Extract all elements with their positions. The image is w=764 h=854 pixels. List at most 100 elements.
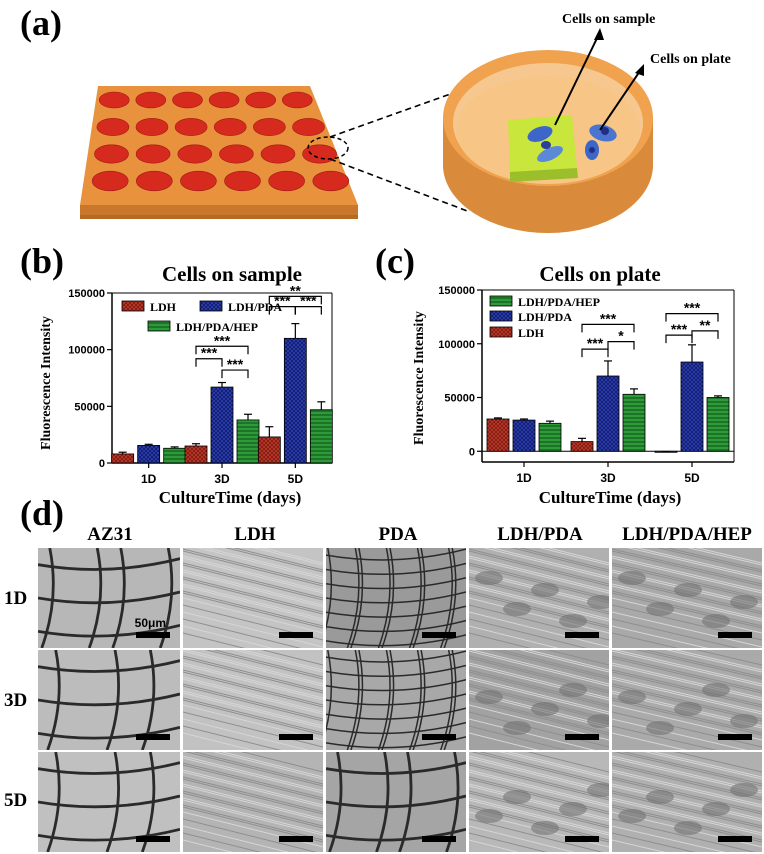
well (174, 118, 208, 136)
significance-label: *** (300, 293, 317, 309)
bar (486, 418, 510, 452)
sem-image-grid: 50μm (38, 548, 762, 854)
significance-label: ** (700, 317, 711, 333)
significance-label: *** (684, 300, 701, 316)
bar (570, 441, 594, 452)
legend-label: LDH/PDA (518, 310, 572, 324)
col-header-pda: PDA (378, 524, 418, 545)
chart-c-xlabel: CultureTime (days) (538, 488, 682, 507)
bar (257, 436, 281, 464)
significance-label: *** (274, 293, 291, 309)
panel-a-label: (a) (20, 3, 62, 43)
panel-c-label: (c) (375, 241, 415, 281)
well (224, 170, 261, 192)
sem-image-ldh-pda-1d (469, 548, 609, 648)
plate-wells (91, 91, 350, 192)
significance-bracket (268, 295, 322, 305)
row-header-1d: 1D (4, 588, 28, 609)
x-tick-label: 1D (141, 472, 157, 486)
plate-front (80, 205, 358, 215)
well (253, 118, 286, 136)
significance-bracket (665, 334, 693, 344)
scale-bar (565, 836, 599, 842)
sem-image-pda-1d (326, 548, 466, 648)
significance-bracket (221, 369, 249, 379)
significance-bracket (195, 358, 223, 367)
bar (184, 445, 208, 464)
legend-swatch (147, 320, 171, 332)
significance-bracket (294, 306, 322, 315)
legend-swatch (489, 295, 513, 307)
well (94, 144, 129, 164)
well (292, 118, 325, 136)
col-header-ldh: LDH (234, 524, 276, 545)
panel-b-label: (b) (20, 241, 64, 281)
bar (622, 393, 646, 452)
legend-label: LDH (518, 326, 545, 340)
well (98, 91, 130, 109)
chart-c-ylabel: Fluorescence Intensity (412, 311, 427, 445)
sem-image-az31-5d (38, 752, 180, 852)
well (260, 144, 296, 164)
x-tick-label: 3D (600, 471, 616, 485)
significance-bracket (691, 330, 719, 339)
significance-bracket (195, 345, 249, 355)
col-header-ldh-pda-hep: LDH/PDA/HEP (622, 524, 752, 545)
significance-label: *** (600, 310, 617, 326)
bar (137, 445, 161, 464)
bar (680, 361, 704, 452)
legend-swatch (489, 326, 513, 338)
y-tick-label: 100000 (438, 339, 475, 351)
x-tick-label: 5D (684, 471, 700, 485)
bar (283, 337, 307, 464)
legend-label: LDH/PDA (228, 300, 282, 314)
sem-image-az31-1d: 50μm (38, 548, 180, 648)
bar (706, 397, 730, 452)
chart-b-xlabel: CultureTime (days) (158, 488, 302, 507)
row-header-3d: 3D (4, 690, 28, 711)
panel-d-label: (d) (20, 493, 64, 533)
sem-image-pda-3d (326, 650, 466, 750)
sem-image-pda-5d (326, 752, 466, 852)
legend-swatch (489, 310, 513, 322)
chart-b-ylabel: Fluorescence Intensity (39, 316, 54, 450)
well (180, 170, 217, 192)
sem-image-ldh-pda-hep-3d (612, 650, 762, 750)
scale-bar (565, 632, 599, 638)
well (177, 144, 213, 164)
significance-label: *** (201, 345, 218, 361)
bar (538, 422, 562, 452)
legend-swatch (121, 300, 145, 312)
sem-image-ldh-pda-hep-5d (612, 752, 762, 852)
scale-bar (422, 734, 456, 740)
bar (512, 419, 536, 452)
sem-image-ldh-5d (183, 752, 323, 852)
significance-label: *** (671, 321, 688, 337)
legend-label: LDH/PDA/HEP (518, 295, 600, 309)
chart-c-title: Cells on plate (539, 262, 661, 286)
y-tick-label: 150000 (68, 288, 105, 300)
y-tick-label: 150000 (438, 285, 475, 297)
scale-bar (136, 632, 170, 638)
well (135, 118, 169, 136)
scale-bar (718, 734, 752, 740)
y-tick-label: 50000 (444, 393, 475, 405)
scale-bar (565, 734, 599, 740)
x-tick-label: 1D (516, 471, 532, 485)
well (91, 170, 129, 192)
sem-image-ldh-1d (183, 548, 323, 648)
selected-well-marker (307, 136, 349, 160)
bar (111, 453, 135, 464)
significance-label: *** (214, 332, 231, 348)
chart-b-title: Cells on sample (161, 262, 302, 286)
sem-image-ldh-pda-3d (469, 650, 609, 750)
significance-label: *** (227, 356, 244, 372)
significance-label: ** (290, 285, 301, 298)
well (213, 118, 247, 136)
sem-image-az31-3d (38, 650, 180, 750)
well (245, 91, 277, 109)
bar (236, 419, 260, 464)
scale-bar (718, 836, 752, 842)
scale-bar (422, 632, 456, 638)
